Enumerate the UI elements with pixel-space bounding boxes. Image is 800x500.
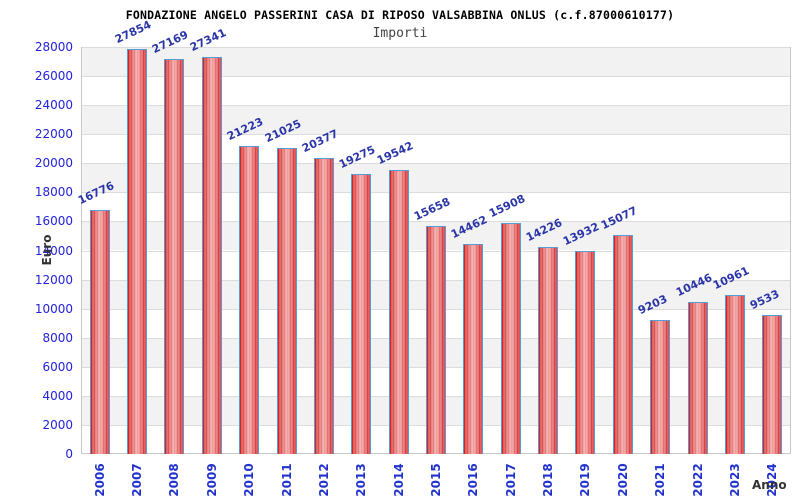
- y-axis-title: Euro: [40, 234, 54, 266]
- x-tick-label: 2007: [130, 463, 145, 497]
- x-tick-label: 2013: [354, 463, 369, 497]
- x-tick-label: 2008: [167, 463, 182, 497]
- bar: [500, 222, 521, 454]
- chart-title: FONDAZIONE ANGELO PASSERINI CASA DI RIPO…: [125, 8, 675, 22]
- y-tick-label: 0: [65, 447, 73, 461]
- bar: [388, 169, 409, 454]
- y-tick-label: 24000: [34, 98, 73, 113]
- bar: [650, 320, 671, 454]
- plot-band: [82, 163, 790, 193]
- x-tick-label: 2019: [578, 463, 593, 497]
- plot-band: [82, 105, 790, 135]
- bar: [89, 210, 110, 454]
- bar: [612, 234, 633, 454]
- y-tick-label: 26000: [34, 69, 73, 84]
- x-tick-label: 2023: [727, 463, 742, 497]
- x-tick-label: 2006: [92, 463, 107, 497]
- x-tick-label: 2021: [653, 463, 668, 497]
- y-tick-label: 28000: [34, 40, 73, 54]
- x-tick-label: 2009: [204, 463, 219, 497]
- x-tick-label: 2020: [615, 463, 630, 497]
- gridline: [82, 192, 790, 194]
- y-tick-label: 4000: [42, 388, 73, 403]
- y-tick-label: 10000: [34, 301, 73, 316]
- y-tick-label: 20000: [34, 156, 73, 171]
- bar: [538, 247, 559, 454]
- gridline: [82, 105, 790, 107]
- bar: [201, 56, 222, 454]
- bar: [463, 243, 484, 454]
- bar: [127, 49, 148, 454]
- y-tick-label: 18000: [34, 185, 73, 200]
- chart-subtitle: Importi: [372, 26, 428, 41]
- gridline: [82, 47, 790, 48]
- bar: [239, 145, 260, 454]
- y-tick-label: 22000: [34, 127, 73, 142]
- x-tick-label: 2014: [391, 463, 406, 497]
- bar: [164, 59, 185, 454]
- bar: [276, 148, 297, 454]
- bar: [762, 315, 783, 454]
- x-tick-label: 2015: [429, 463, 443, 497]
- x-tick-label: 2022: [690, 463, 705, 497]
- bar-value-label: 27854: [113, 18, 154, 47]
- x-tick-label: 2012: [316, 463, 331, 497]
- bar: [575, 251, 596, 454]
- gridline: [82, 221, 790, 223]
- bar: [351, 173, 372, 454]
- gridline: [82, 163, 790, 165]
- bar: [724, 294, 745, 454]
- bar: [426, 226, 446, 454]
- gridline: [82, 76, 790, 78]
- bar: [313, 157, 334, 454]
- x-axis-title: Anno: [752, 478, 787, 492]
- x-tick-label: 2017: [503, 463, 518, 497]
- x-tick-label: 2018: [541, 463, 556, 497]
- y-tick-label: 16000: [34, 214, 73, 229]
- gridline: [82, 134, 790, 136]
- x-tick-label: 2016: [466, 463, 481, 497]
- y-tick-label: 2000: [42, 417, 73, 432]
- x-tick-label: 2010: [242, 463, 257, 497]
- y-tick-label: 6000: [42, 359, 73, 374]
- plot-band: [82, 47, 790, 77]
- y-tick-label: 12000: [34, 272, 73, 287]
- x-tick-label: 2011: [279, 463, 294, 497]
- bar: [687, 302, 708, 454]
- y-tick-label: 8000: [42, 330, 73, 345]
- y-tick-label: 14000: [34, 243, 73, 258]
